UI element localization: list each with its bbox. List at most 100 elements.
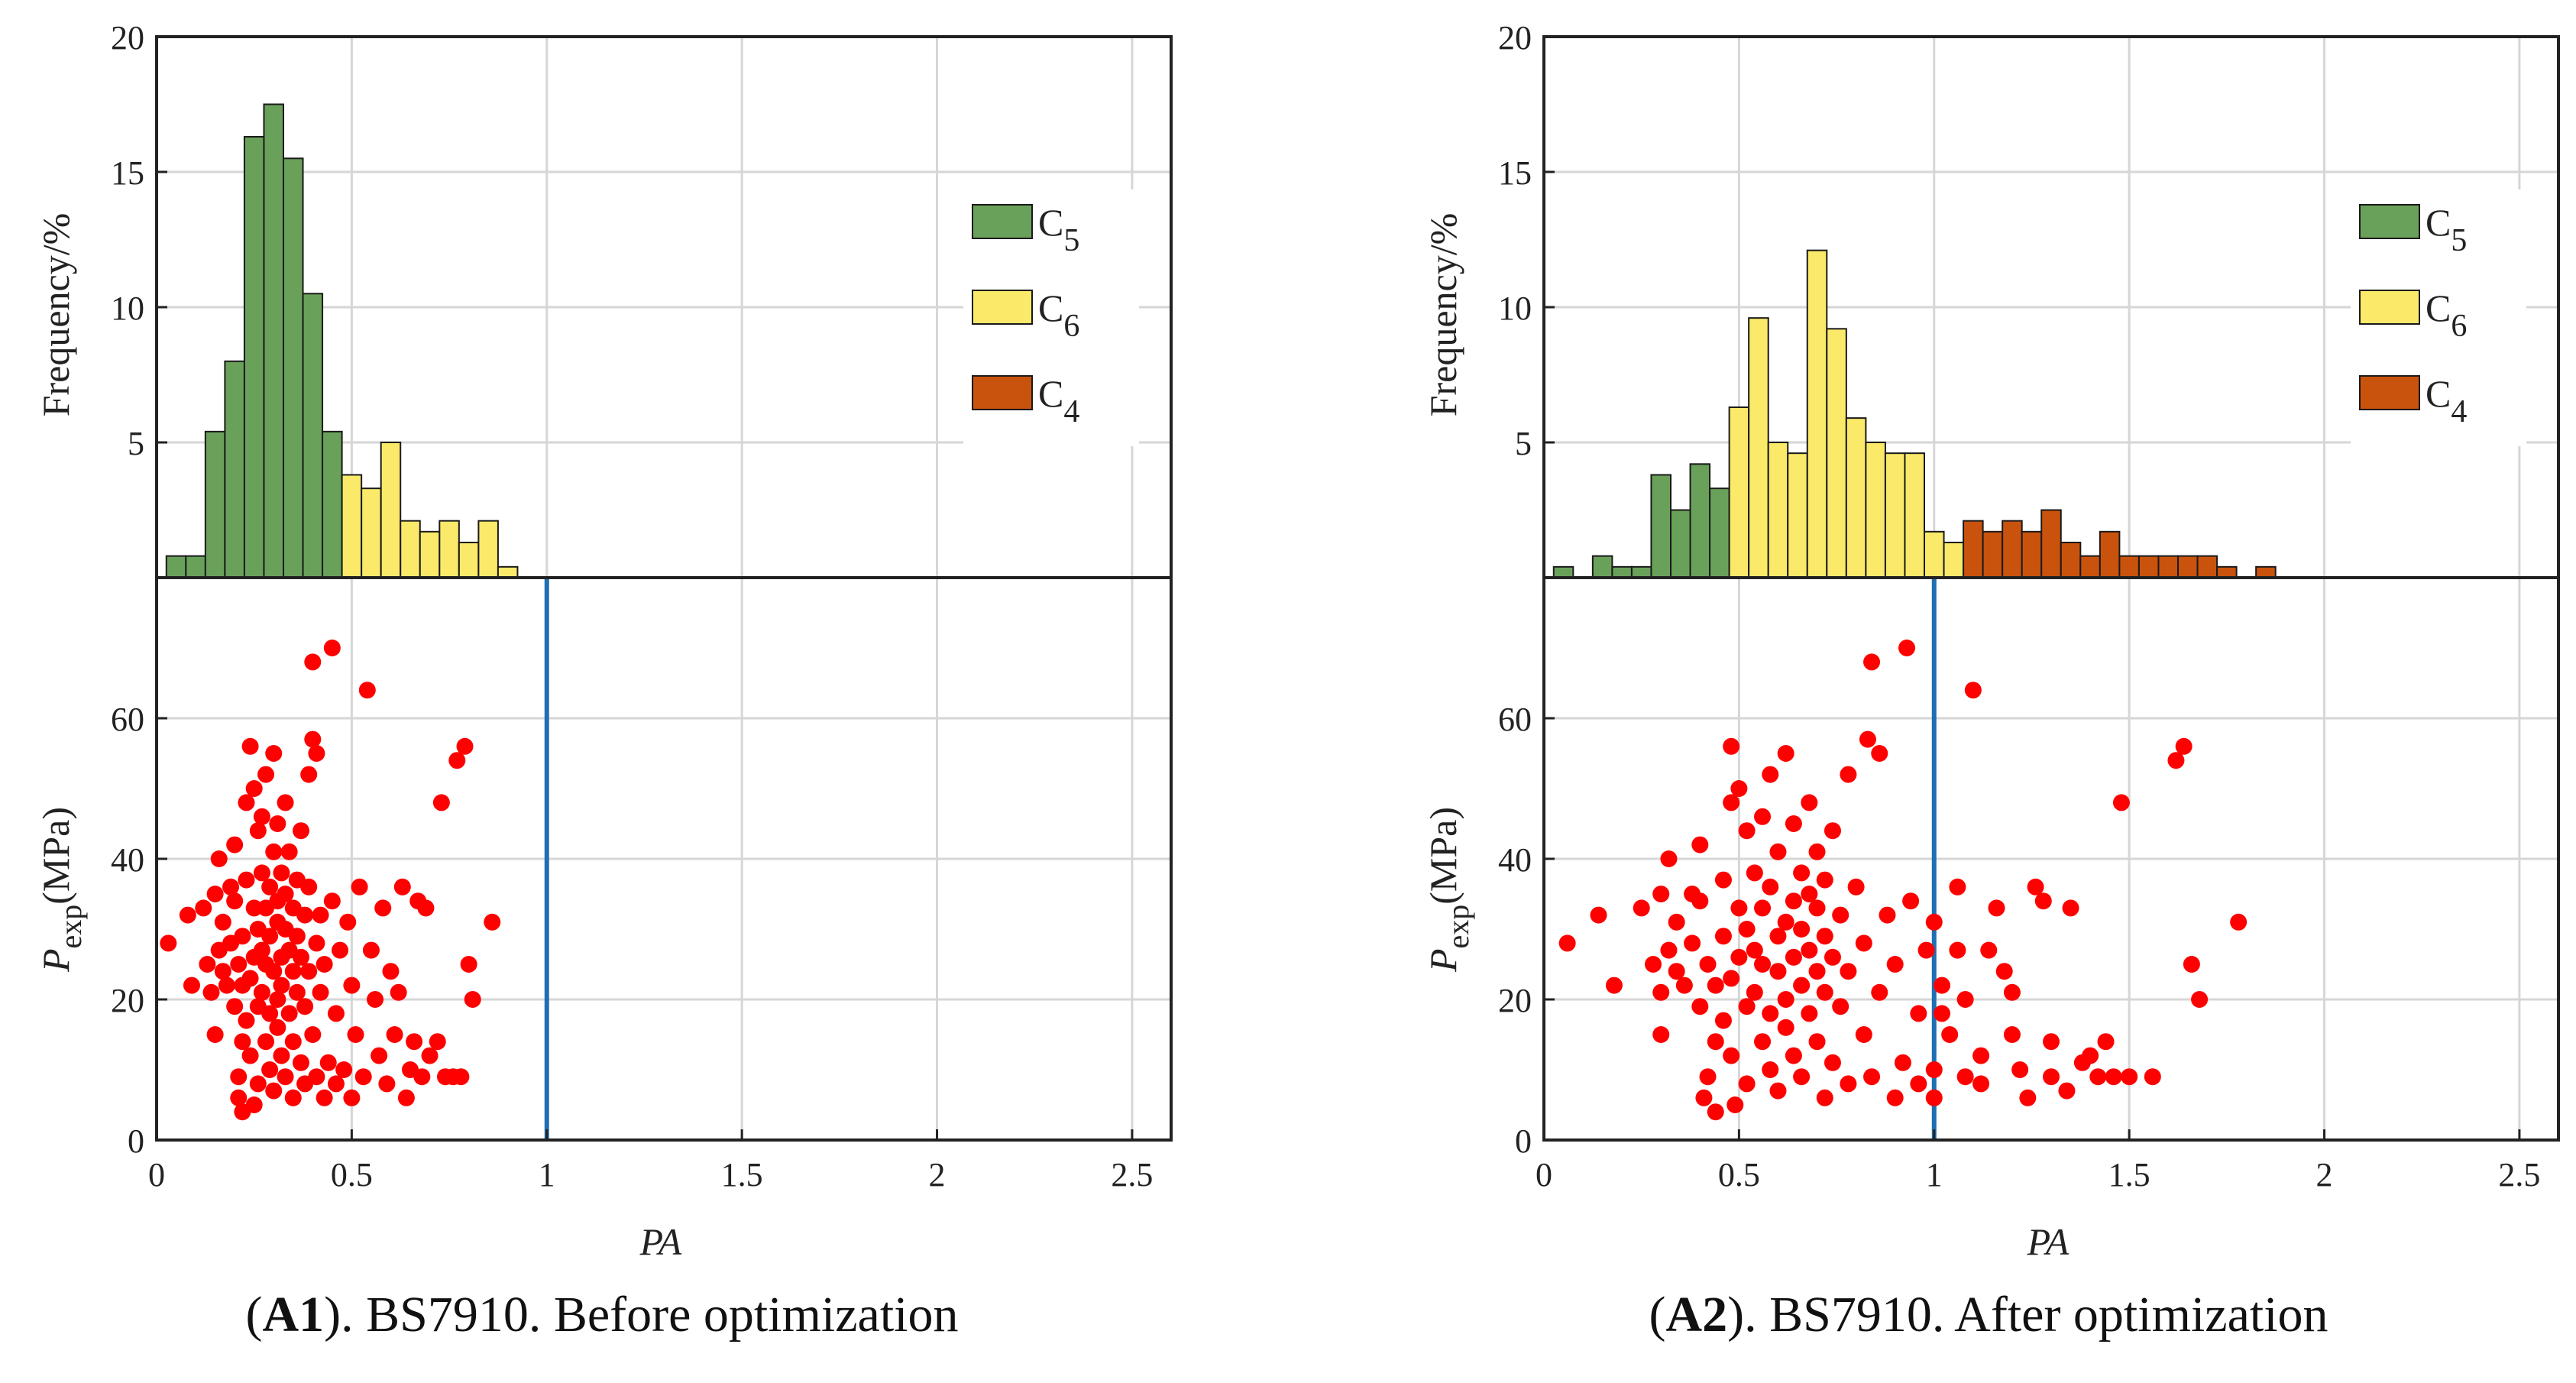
- scatter-point: [1949, 878, 1966, 896]
- scatter-point: [261, 1061, 279, 1078]
- x-tick-label: 2.5: [2498, 1156, 2540, 1194]
- histogram-bar-c6: [400, 520, 421, 578]
- histogram-bar-c6: [1904, 452, 1925, 578]
- legend-label: C4: [1038, 372, 1079, 429]
- scatter-point: [1785, 815, 1802, 832]
- scatter-point: [218, 977, 235, 994]
- scatter-point: [1801, 941, 1818, 959]
- scatter-point: [1668, 963, 1685, 980]
- hist-y-axis-ticks: 5 10 15 20: [111, 19, 167, 462]
- scatter-y-axis-label: Pexp(MPa): [1422, 807, 1475, 973]
- legend-swatch-c4: [2359, 375, 2420, 410]
- scatter-point: [269, 1019, 286, 1036]
- scatter-point: [1840, 766, 1857, 783]
- scatter-point: [234, 928, 251, 945]
- histogram-bars: [165, 103, 519, 579]
- scatter-point: [2105, 1068, 2122, 1086]
- scatter-point: [1949, 941, 1966, 959]
- hist-y-tick-label: 10: [111, 290, 144, 327]
- scatter-point: [327, 1005, 345, 1022]
- scatter-point: [253, 941, 270, 959]
- x-tick-label: 0.5: [331, 1156, 373, 1194]
- scatter-y-axis-ticks: 0 20 40 60: [111, 701, 167, 1160]
- histogram-bar-c4: [2099, 530, 2121, 579]
- scatter-point: [1956, 991, 1974, 1008]
- scatter-point: [288, 928, 306, 945]
- scatter-point: [1910, 1005, 1927, 1022]
- scatter-y-tick-label: 0: [128, 1122, 144, 1160]
- scatter-point: [1652, 1026, 1670, 1043]
- legend-label: C4: [2426, 372, 2467, 429]
- histogram-bar-c4: [2255, 565, 2277, 579]
- histogram-bar-c5: [1591, 555, 1613, 578]
- scatter-point: [1660, 941, 1678, 959]
- legend-label-main: C: [2426, 372, 2451, 415]
- scatter-point: [238, 1012, 255, 1029]
- scatter-point: [1964, 682, 1982, 699]
- scatter-point: [1855, 934, 1872, 952]
- scatter-point: [249, 1075, 267, 1093]
- histogram-bar-c4: [2137, 555, 2160, 578]
- scatter-point: [296, 998, 314, 1015]
- scatter-point: [245, 899, 263, 917]
- scatter-point: [1746, 941, 1763, 959]
- scatter-point: [1691, 998, 1709, 1015]
- scatter-point: [300, 878, 318, 896]
- scatter-y-axis-label: Pexp(MPa): [34, 807, 88, 973]
- scatter-point: [1769, 963, 1787, 980]
- scatter-point: [1762, 878, 1779, 896]
- scatter-point: [413, 1068, 431, 1086]
- scatter-point: [323, 892, 341, 910]
- scatter-point: [1660, 850, 1678, 867]
- scatter-point: [265, 745, 283, 762]
- scatter-point: [1886, 956, 1904, 973]
- scatter-point: [1785, 892, 1802, 910]
- scatter-point: [241, 1047, 259, 1064]
- legend-label: C5: [2426, 201, 2467, 258]
- legend-label: C5: [1038, 201, 1079, 258]
- x-tick-label: 1: [539, 1156, 555, 1194]
- scatter-point: [245, 1096, 263, 1113]
- scatter-point: [284, 1033, 302, 1051]
- scatter-point: [1691, 836, 1709, 853]
- scatter-point: [371, 1047, 388, 1064]
- hist-y-tick-label: 15: [111, 154, 144, 192]
- scatter-point: [183, 977, 200, 994]
- legend-label-subscript: 4: [2451, 394, 2467, 429]
- scatter-point: [284, 963, 302, 980]
- scatter-point: [308, 745, 325, 762]
- scatter-point: [1738, 822, 1756, 840]
- scatter-point: [2043, 1033, 2060, 1051]
- scatter-point: [273, 864, 290, 882]
- histogram-bar-c5: [1670, 509, 1691, 578]
- scatter-point: [312, 906, 329, 924]
- scatter-point: [261, 878, 279, 896]
- caption-open-paren: (: [245, 1287, 262, 1343]
- histogram-bar-c6: [1767, 442, 1789, 578]
- scatter-point: [1723, 970, 1740, 987]
- scatter-point: [1558, 934, 1576, 952]
- scatter-point: [304, 730, 322, 748]
- scatter-point: [327, 1075, 345, 1093]
- histogram-bar-c6: [380, 442, 402, 578]
- scatter-point: [277, 1068, 294, 1086]
- scatter-point: [257, 766, 275, 783]
- hist-y-tick-label: 20: [1498, 19, 1532, 57]
- legend-label-main: C: [1038, 201, 1063, 244]
- histogram-bar-c4: [2060, 541, 2082, 578]
- scatter-point: [206, 1026, 224, 1043]
- hist-y-tick-label: 5: [128, 425, 144, 462]
- scatter-point: [195, 899, 212, 917]
- scatter-point: [1754, 1033, 1772, 1051]
- histogram-bar-c6: [1826, 328, 1847, 578]
- caption-panel-id: A2: [1665, 1287, 1727, 1343]
- x-tick-label: 0.5: [1718, 1156, 1760, 1194]
- histogram-bar-c6: [439, 520, 460, 578]
- scatter-point: [230, 1068, 248, 1086]
- scatter-point: [269, 991, 286, 1008]
- scatter-point: [230, 956, 248, 973]
- ylabel-subscript: exp: [53, 905, 88, 949]
- ylabel-symbol: P: [1422, 948, 1464, 973]
- scatter-point: [343, 1089, 361, 1106]
